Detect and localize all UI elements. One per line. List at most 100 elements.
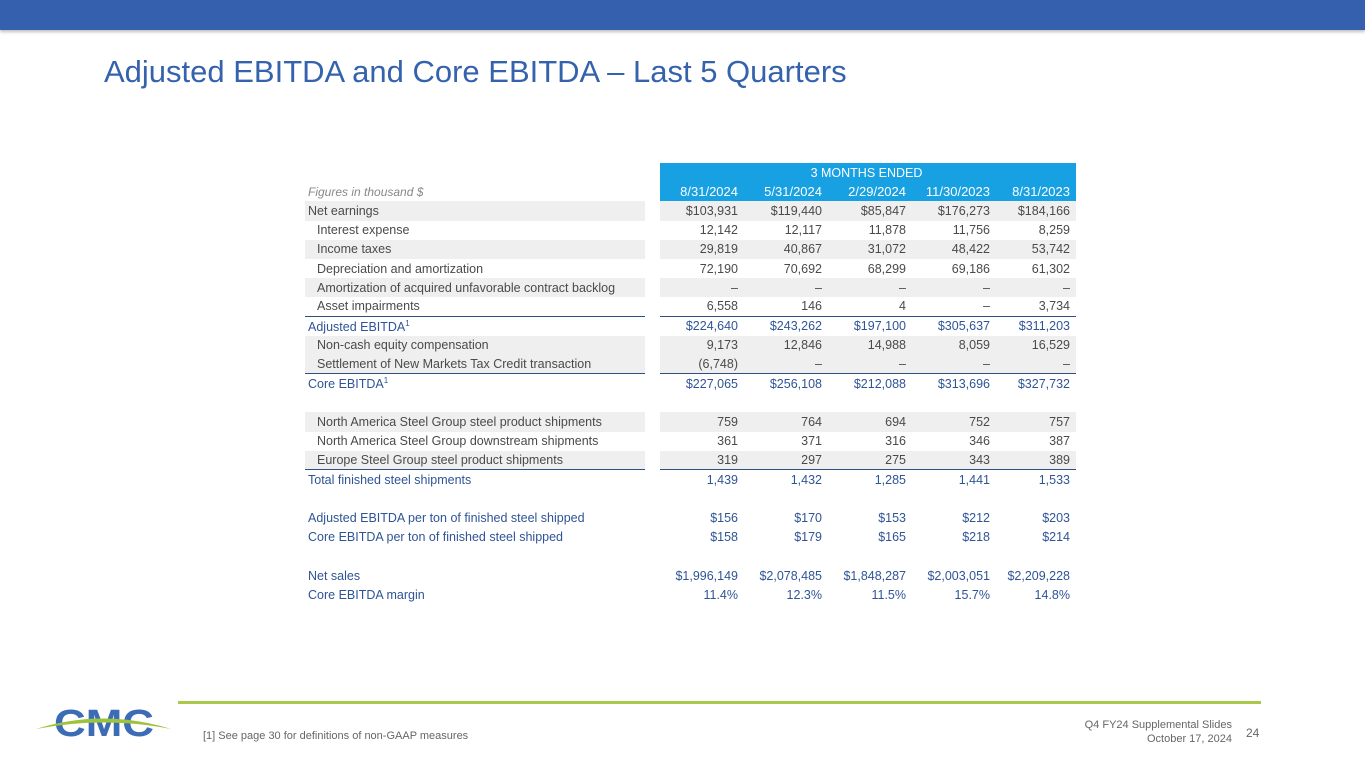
cell-value: 6,558 xyxy=(660,297,744,317)
table-row: Adjusted EBITDA1 $224,640 $243,262 $197,100… xyxy=(305,317,1076,336)
row-label: Net earnings xyxy=(305,201,645,221)
column-header: 2/29/2024 xyxy=(828,182,912,202)
cell-value: $1,996,149 xyxy=(675,568,738,583)
column-header: 8/31/2024 xyxy=(660,182,744,202)
cell-value: 759 xyxy=(660,412,744,432)
row-label-text: North America Steel Group downstream shi… xyxy=(317,434,599,449)
table-row: Income taxes 29,819 40,867 31,072 48,422 53,7… xyxy=(305,239,1076,259)
cell-value: $153 xyxy=(878,510,906,525)
table-row: North America Steel Group downstream shi… xyxy=(305,432,1076,451)
cell-value: 346 xyxy=(969,434,990,449)
table-row: Adjusted EBITDA per ton of finished stee… xyxy=(305,508,1076,527)
cell-value: 8,259 xyxy=(1038,223,1070,238)
top-banner xyxy=(0,0,1365,30)
cell-value: 40,867 xyxy=(744,239,828,259)
row-label: Interest expense xyxy=(305,221,645,240)
row-label-text: Net earnings xyxy=(308,203,379,218)
cell-value: 69,186 xyxy=(951,261,990,276)
table-row: Amortization of acquired unfavorable con… xyxy=(305,278,1076,298)
row-label-text: Core EBITDA per ton of finished steel sh… xyxy=(308,530,564,545)
cell-value: – xyxy=(912,354,996,375)
row-label: Amortization of acquired unfavorable con… xyxy=(305,278,645,298)
cell-value: – xyxy=(660,278,744,298)
cell-value: $156 xyxy=(710,510,738,525)
cell-value: 752 xyxy=(912,412,996,432)
row-label: Adjusted EBITDA per ton of finished stee… xyxy=(305,508,645,527)
cell-value: 8,059 xyxy=(912,335,996,355)
cell-value: 1,533 xyxy=(1038,472,1070,487)
cell-value: 29,819 xyxy=(660,239,744,259)
cell-value: $158 xyxy=(710,530,738,545)
cell-value: $2,078,485 xyxy=(759,568,822,583)
row-label: North America Steel Group steel product … xyxy=(305,412,645,432)
cell-value: 389 xyxy=(996,450,1076,470)
cell-value: – xyxy=(996,278,1076,298)
cell-value: $218 xyxy=(962,530,990,545)
row-label: North America Steel Group downstream shi… xyxy=(305,432,645,451)
slide-info: Q4 FY24 Supplemental Slides October 17, … xyxy=(1085,718,1232,746)
cell-value: 297 xyxy=(744,450,828,470)
cell-value: 14.8% xyxy=(1034,587,1070,602)
cell-value: $1,848,287 xyxy=(843,568,906,583)
row-label-text: Total finished steel shipments xyxy=(308,472,472,487)
row-label-text: Adjusted EBITDA per ton of finished stee… xyxy=(308,510,585,525)
deck-name: Q4 FY24 Supplemental Slides xyxy=(1084,719,1232,731)
cell-value: 70,692 xyxy=(783,261,822,276)
table-row: North America Steel Group steel product … xyxy=(305,412,1076,432)
row-label-text: Depreciation and amortization xyxy=(317,261,484,276)
cell-value: $243,262 xyxy=(769,319,822,334)
group-header-label: 3 MONTHS ENDED xyxy=(660,163,1076,183)
ebitda-table: 3 MONTHS ENDED Figures in thousand $ 8/3… xyxy=(305,163,1076,604)
table-row: Net sales $1,996,149 $2,078,485 $1,848,287 $… xyxy=(305,566,1076,585)
cell-value: $184,166 xyxy=(996,201,1076,221)
cell-value: – xyxy=(744,278,828,298)
cell-value: 1,432 xyxy=(790,472,822,487)
cell-value: 319 xyxy=(660,450,744,470)
table-column-header: Figures in thousand $ 8/31/2024 5/31/202… xyxy=(305,182,1076,202)
cell-value: 9,173 xyxy=(660,335,744,355)
cell-value: – xyxy=(912,297,996,317)
cell-value: – xyxy=(744,354,828,375)
row-label-text: Adjusted EBITDA xyxy=(308,319,406,334)
row-label: Depreciation and amortization xyxy=(305,259,645,278)
table-row: Interest expense 12,142 12,117 11,878 11,756… xyxy=(305,221,1076,240)
row-label: Non-cash equity compensation xyxy=(305,335,645,355)
row-label: Europe Steel Group steel product shipmen… xyxy=(305,450,645,470)
deck-date: October 17, 2024 xyxy=(1146,733,1232,745)
row-label: Asset impairments xyxy=(305,297,645,317)
table-row: Europe Steel Group steel product shipmen… xyxy=(305,450,1076,470)
cell-value: $179 xyxy=(794,530,822,545)
row-label-text: Amortization of acquired unfavorable con… xyxy=(317,280,616,295)
cell-value: 68,299 xyxy=(867,261,906,276)
footnote-ref: 1 xyxy=(383,376,389,386)
row-label-text: North America Steel Group steel product … xyxy=(317,415,602,430)
cell-value: $212,088 xyxy=(853,376,906,391)
footnote-ref: 1 xyxy=(405,318,410,328)
table-row: Core EBITDA1 $227,065 $256,108 $212,088 $313… xyxy=(305,374,1076,393)
cell-value: 757 xyxy=(996,412,1076,432)
cell-value: 14,988 xyxy=(828,335,912,355)
table-row: Core EBITDA margin 11.4% 12.3% 11.5% 15.7% 14… xyxy=(305,585,1076,604)
cell-value: $197,100 xyxy=(853,319,906,334)
row-label: Total finished steel shipments xyxy=(305,470,645,489)
row-label-text: Core EBITDA xyxy=(308,377,384,392)
row-label-text: Non-cash equity compensation xyxy=(317,338,489,353)
cell-value: 11,756 xyxy=(952,223,990,238)
cell-value: 694 xyxy=(828,412,912,432)
cell-value: 371 xyxy=(801,434,822,449)
table-row: Total finished steel shipments 1,439 1,432… xyxy=(305,470,1076,489)
cell-value: 343 xyxy=(912,450,996,470)
column-header: 8/31/2023 xyxy=(996,182,1076,202)
units-label: Figures in thousand $ xyxy=(308,184,424,199)
cell-value: $2,209,228 xyxy=(1007,568,1070,583)
row-label: Settlement of New Markets Tax Credit tra… xyxy=(305,354,645,375)
cell-value: 387 xyxy=(1049,434,1070,449)
row-label-text: Asset impairments xyxy=(317,299,420,314)
cell-value: 72,190 xyxy=(699,261,738,276)
cell-value: 1,285 xyxy=(874,472,906,487)
row-label: Core EBITDA1 xyxy=(305,374,645,393)
cell-value: – xyxy=(996,354,1076,375)
cell-value: $103,931 xyxy=(660,201,744,221)
table-row: Depreciation and amortization 72,190 70,69… xyxy=(305,259,1076,278)
cell-value: 764 xyxy=(744,412,828,432)
